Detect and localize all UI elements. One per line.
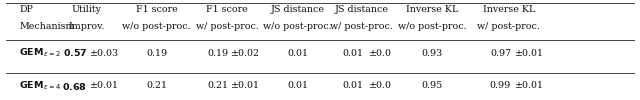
Text: 0.01: 0.01 — [287, 48, 308, 58]
Text: Improv.: Improv. — [68, 22, 104, 31]
Text: F1 score: F1 score — [206, 5, 248, 14]
Text: ±0.0: ±0.0 — [369, 82, 392, 90]
Text: 0.19: 0.19 — [146, 48, 168, 58]
Text: Mechanism: Mechanism — [19, 22, 75, 31]
Text: 0.19: 0.19 — [207, 48, 228, 58]
Text: $\mathbf{0.57}$: $\mathbf{0.57}$ — [63, 48, 87, 58]
Text: ±0.0: ±0.0 — [369, 48, 392, 58]
Text: $\mathbf{0.68}$: $\mathbf{0.68}$ — [63, 80, 87, 92]
Text: ±0.01: ±0.01 — [515, 48, 544, 58]
Text: 0.93: 0.93 — [421, 48, 443, 58]
Text: JS distance: JS distance — [271, 5, 324, 14]
Text: 0.01: 0.01 — [343, 48, 364, 58]
Text: ±0.01: ±0.01 — [230, 82, 260, 90]
Text: 0.99: 0.99 — [490, 82, 511, 90]
Text: 0.21: 0.21 — [207, 82, 228, 90]
Text: DP: DP — [19, 5, 33, 14]
Text: Inverse KL: Inverse KL — [483, 5, 535, 14]
Text: Inverse KL: Inverse KL — [406, 5, 458, 14]
Text: w/o post-proc.: w/o post-proc. — [397, 22, 467, 31]
Text: 0.97: 0.97 — [490, 48, 511, 58]
Text: $\mathbf{GEM}_{\,\epsilon=4}$: $\mathbf{GEM}_{\,\epsilon=4}$ — [19, 80, 61, 92]
Text: 0.95: 0.95 — [421, 82, 443, 90]
Text: 0.01: 0.01 — [287, 82, 308, 90]
Text: w/o post-proc.: w/o post-proc. — [122, 22, 191, 31]
Text: $\mathbf{GEM}_{\,\epsilon=2}$: $\mathbf{GEM}_{\,\epsilon=2}$ — [19, 47, 61, 59]
Text: 0.01: 0.01 — [343, 82, 364, 90]
Text: Utility: Utility — [72, 5, 101, 14]
Text: w/ post-proc.: w/ post-proc. — [196, 22, 259, 31]
Text: JS distance: JS distance — [335, 5, 388, 14]
Text: F1 score: F1 score — [136, 5, 178, 14]
Text: ±0.03: ±0.03 — [90, 48, 119, 58]
Text: w/o post-proc.: w/o post-proc. — [263, 22, 332, 31]
Text: 0.21: 0.21 — [147, 82, 167, 90]
Text: ±0.01: ±0.01 — [90, 82, 119, 90]
Text: w/ post-proc.: w/ post-proc. — [330, 22, 393, 31]
Text: ±0.02: ±0.02 — [230, 48, 260, 58]
Text: ±0.01: ±0.01 — [515, 82, 544, 90]
Text: w/ post-proc.: w/ post-proc. — [477, 22, 540, 31]
